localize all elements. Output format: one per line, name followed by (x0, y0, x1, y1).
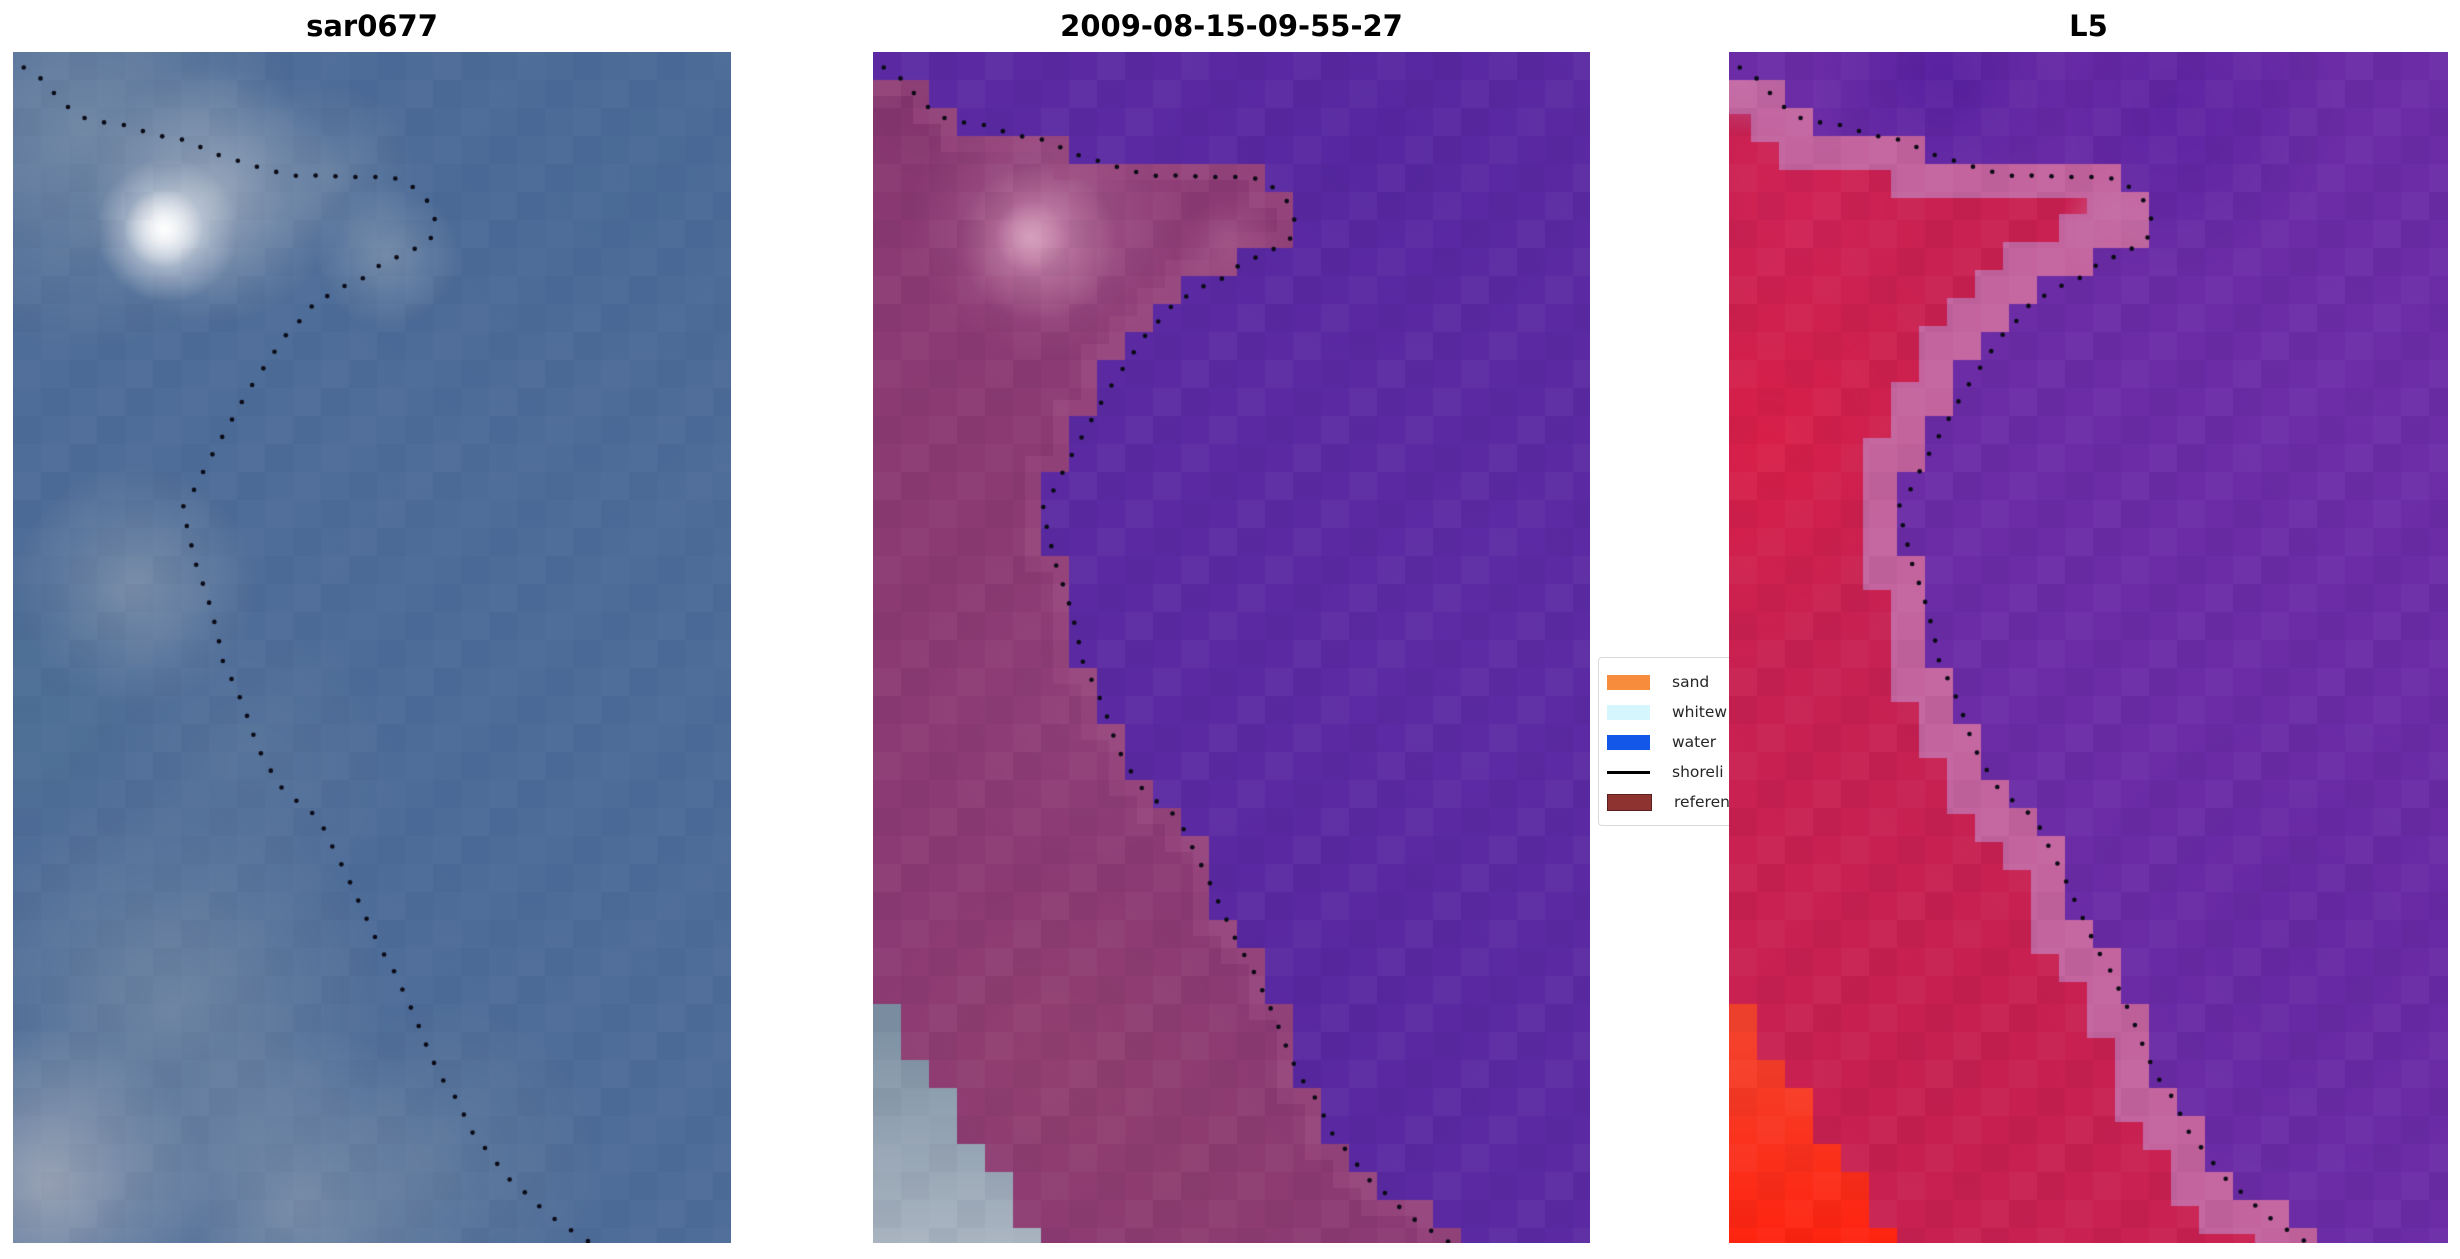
legend-entry-water: water (1607, 727, 1792, 757)
landsat-panel-image (1729, 52, 2448, 1243)
legend-entry-whitew: whitew (1607, 697, 1792, 727)
legend-label: whitew (1672, 703, 1728, 721)
legend-entry-shoreli: shoreli (1607, 757, 1792, 787)
legend-label: sand (1672, 673, 1710, 691)
classified-panel-image (873, 52, 1590, 1243)
legend-label: water (1672, 733, 1717, 751)
referen-color-swatch (1607, 793, 1652, 811)
water-color-swatch (1607, 734, 1650, 750)
shoreline-line-swatch (1607, 770, 1650, 774)
sand-color-swatch (1607, 674, 1650, 690)
legend-entry-sand: sand (1607, 667, 1792, 697)
panel-title-sar: sar0677 (306, 9, 438, 43)
panel-title-l5: L5 (2069, 9, 2108, 43)
legend-label: referen (1674, 793, 1730, 811)
legend-entry-referen: referen (1607, 787, 1792, 817)
sar-panel-image (13, 52, 731, 1243)
legend-label: shoreli (1672, 763, 1724, 781)
panel-title-optical-date: 2009-08-15-09-55-27 (1060, 9, 1403, 43)
whitew-color-swatch (1607, 704, 1650, 720)
